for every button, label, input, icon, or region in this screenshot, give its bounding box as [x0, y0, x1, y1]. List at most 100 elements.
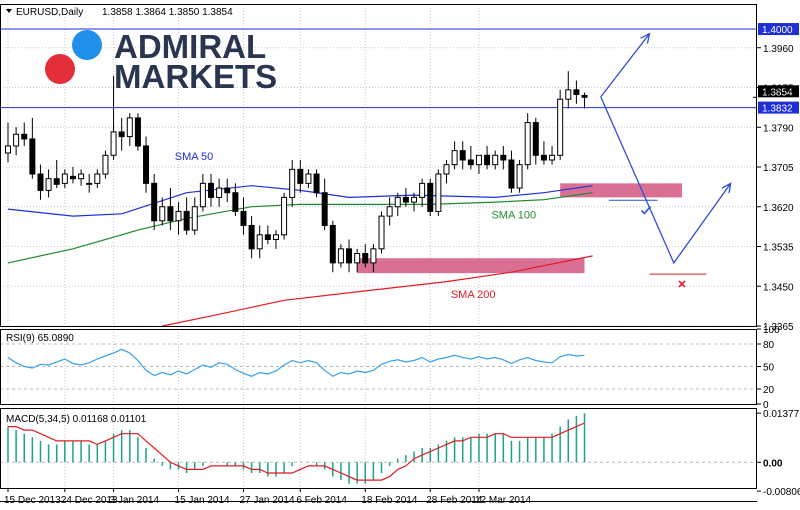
candle-bull	[216, 187, 223, 198]
rsi-tick-label: 0	[763, 400, 769, 411]
price-tick-label: 1.3960	[763, 44, 794, 55]
candle-bear	[167, 206, 174, 222]
macd-tick-label: -0.00806	[763, 487, 800, 498]
candle-bear	[232, 192, 239, 212]
candle-bear	[53, 178, 60, 185]
candle-bull	[86, 182, 93, 185]
horizontal-levels: 1.4000 1.3832 1.3854	[0, 23, 799, 115]
candle-bear	[329, 224, 336, 264]
candle-bear	[467, 159, 474, 166]
price-tick-label: 1.3790	[763, 123, 794, 134]
candles	[5, 71, 588, 273]
logo-blue-circle-icon	[72, 30, 102, 60]
candle-bear	[183, 210, 190, 231]
candle-bear	[362, 253, 369, 264]
candle-bear	[143, 145, 150, 184]
sma-label-2: SMA 200	[451, 289, 496, 301]
check-mark-icon	[640, 205, 652, 215]
candle-bull	[110, 131, 117, 156]
candle-bull	[94, 173, 101, 184]
pane-border-2	[0, 408, 757, 489]
macd-title: MACD(5,34,5) 0.01168 0.01101	[6, 414, 147, 425]
pane-border-0	[0, 4, 757, 327]
candle-bull	[435, 173, 442, 212]
support-zone-1	[560, 183, 682, 198]
candle-bear	[151, 182, 158, 222]
candle-bear	[240, 210, 247, 226]
candle-bull	[13, 133, 20, 147]
candle-bear	[248, 224, 255, 250]
time-tick-label: 24 Dec 2013	[61, 495, 118, 506]
price-tick-label: 1.3535	[763, 243, 794, 254]
price-tick-label: 1.3450	[763, 282, 794, 293]
level-label-0: 1.4000	[762, 25, 793, 36]
candle-bull	[557, 98, 564, 156]
candle-bear	[134, 117, 141, 147]
candle-bull	[492, 154, 499, 166]
arrow-head-right-icon	[721, 182, 732, 194]
logo: ADMIRAL MARKETS	[45, 28, 277, 95]
time-tick-label: 12 Mar 2014	[475, 495, 532, 506]
candle-bear	[313, 173, 320, 194]
candle-bear	[540, 154, 547, 161]
level-label-1: 1.3832	[762, 104, 793, 115]
macd-tick-label: 0.00	[763, 458, 783, 469]
sma-line-2	[162, 255, 593, 327]
price-tick-label: 1.3875	[763, 84, 794, 95]
candle-bull	[386, 206, 393, 217]
candle-bear	[459, 150, 466, 161]
candle-bull	[78, 173, 85, 180]
candle-bull	[281, 196, 288, 236]
rsi-tick-label: 100	[763, 325, 780, 336]
logo-line2: MARKETS	[114, 58, 277, 95]
candle-bear	[321, 192, 328, 226]
sma-line-1	[7, 192, 593, 264]
candle-bear	[224, 187, 231, 194]
rsi-title: RSI(9) 65.0890	[6, 333, 74, 344]
candle-bear	[208, 182, 214, 198]
projection-up-path	[600, 33, 651, 98]
candle-bear	[297, 168, 304, 184]
candle-bear	[427, 182, 434, 212]
candle-bull	[370, 248, 377, 264]
sma-label-0: SMA 50	[175, 151, 214, 163]
candle-bull	[126, 117, 133, 138]
rsi-tick-label: 20	[763, 385, 775, 396]
time-tick-label: 27 Jan 2014	[239, 495, 294, 506]
candle-bear	[484, 154, 491, 166]
candle-bull	[175, 210, 182, 222]
sma-label-1: SMA 100	[491, 209, 536, 221]
candle-bull	[475, 154, 482, 166]
candle-bear	[69, 175, 76, 180]
rsi-tick-label: 80	[763, 340, 775, 351]
pane-border-1	[0, 329, 757, 405]
candle-bear	[29, 138, 36, 175]
time-tick-label: 15 Jan 2014	[175, 495, 230, 506]
ohlc-readout: 1.3858 1.3864 1.3850 1.3854	[102, 7, 233, 18]
candle-bear	[264, 234, 271, 240]
candle-bear	[581, 94, 588, 98]
candle-bull	[191, 206, 198, 231]
candle-bear	[532, 122, 539, 156]
time-tick-label: 3 Jan 2014	[110, 495, 160, 506]
dropdown-triangle-icon[interactable]	[6, 9, 12, 13]
candle-bull	[102, 154, 109, 175]
rsi-tick-label: 50	[763, 363, 775, 374]
candle-bull	[256, 234, 263, 250]
time-tick-label: 15 Dec 2013	[4, 495, 61, 506]
candle-bull	[565, 89, 572, 100]
current-price-label: 1.3854	[762, 87, 793, 98]
time-tick-label: 6 Feb 2014	[296, 495, 347, 506]
candle-bull	[61, 173, 68, 184]
arrow-head-up-icon	[640, 32, 651, 44]
candle-bull	[289, 168, 296, 198]
candle-bull	[199, 182, 206, 208]
candle-bull	[549, 154, 556, 161]
candle-bull	[378, 215, 385, 250]
candle-bear	[118, 131, 125, 138]
candle-bull	[411, 196, 417, 203]
candle-bull	[394, 196, 401, 208]
candle-bear	[508, 159, 515, 189]
candle-bull	[159, 206, 166, 222]
